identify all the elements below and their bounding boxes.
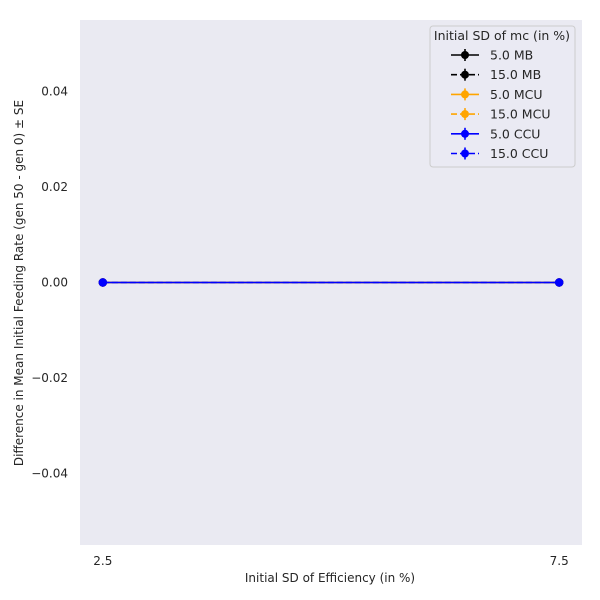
legend-title: Initial SD of mc (in %) (434, 28, 570, 43)
y-tick-label: 0.02 (41, 180, 68, 194)
legend-label: 15.0 MCU (490, 107, 550, 122)
legend-marker (461, 51, 469, 59)
x-tick-label: 2.5 (93, 554, 112, 568)
legend-label: 15.0 CCU (490, 146, 548, 161)
legend-marker (461, 149, 469, 158)
x-tick-labels: 2.5 7.5 (93, 554, 568, 568)
legend-marker (461, 70, 469, 79)
legend-entries: 5.0 MB 15.0 MB 5.0 MCU 15.0 MCU 5.0 CCU 15.0 … (451, 48, 550, 161)
legend-label: 5.0 MB (490, 48, 533, 63)
y-tick-label: 0.04 (41, 85, 68, 99)
y-tick-labels: −0.04 −0.02 0.00 0.02 0.04 (31, 85, 68, 481)
legend-label: 15.0 MB (490, 67, 541, 82)
y-tick-label: −0.04 (31, 466, 68, 480)
series-layer (98, 278, 564, 287)
legend-label: 5.0 CCU (490, 126, 540, 141)
legend-marker (461, 90, 469, 99)
data-point (554, 278, 564, 287)
legend-marker (461, 110, 469, 119)
y-tick-label: −0.02 (31, 371, 68, 385)
y-axis-label: Difference in Mean Initial Feeding Rate … (12, 100, 26, 466)
data-point (98, 278, 108, 287)
legend-marker (461, 129, 469, 138)
legend-label: 5.0 MCU (490, 87, 543, 102)
y-tick-label: 0.00 (41, 276, 68, 290)
x-tick-label: 7.5 (550, 554, 569, 568)
x-axis-label: Initial SD of Efficiency (in %) (245, 571, 415, 585)
